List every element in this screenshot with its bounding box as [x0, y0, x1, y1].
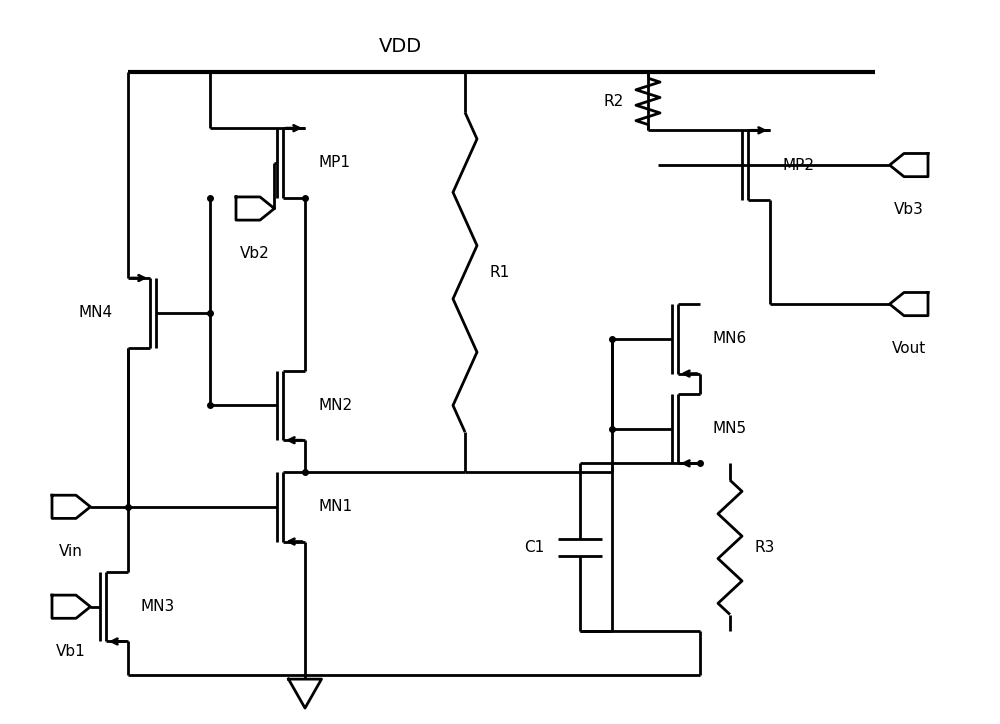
Text: MN5: MN5 [713, 421, 747, 436]
Text: MN6: MN6 [713, 332, 747, 346]
Text: C1: C1 [524, 540, 544, 555]
Text: MP2: MP2 [783, 158, 815, 172]
Text: Vb1: Vb1 [56, 644, 86, 659]
Text: R1: R1 [489, 265, 509, 279]
Text: Vin: Vin [59, 544, 83, 559]
Text: MP1: MP1 [318, 156, 350, 170]
Text: MN4: MN4 [79, 306, 113, 320]
Text: VDD: VDD [378, 38, 422, 56]
Text: Vb3: Vb3 [894, 202, 924, 217]
Text: R3: R3 [754, 540, 774, 555]
Text: Vb2: Vb2 [240, 245, 270, 261]
Text: R2: R2 [604, 94, 624, 109]
Text: MN1: MN1 [318, 500, 352, 514]
Text: Vout: Vout [892, 341, 926, 356]
Text: MN2: MN2 [318, 398, 352, 413]
Text: MN3: MN3 [141, 599, 175, 614]
